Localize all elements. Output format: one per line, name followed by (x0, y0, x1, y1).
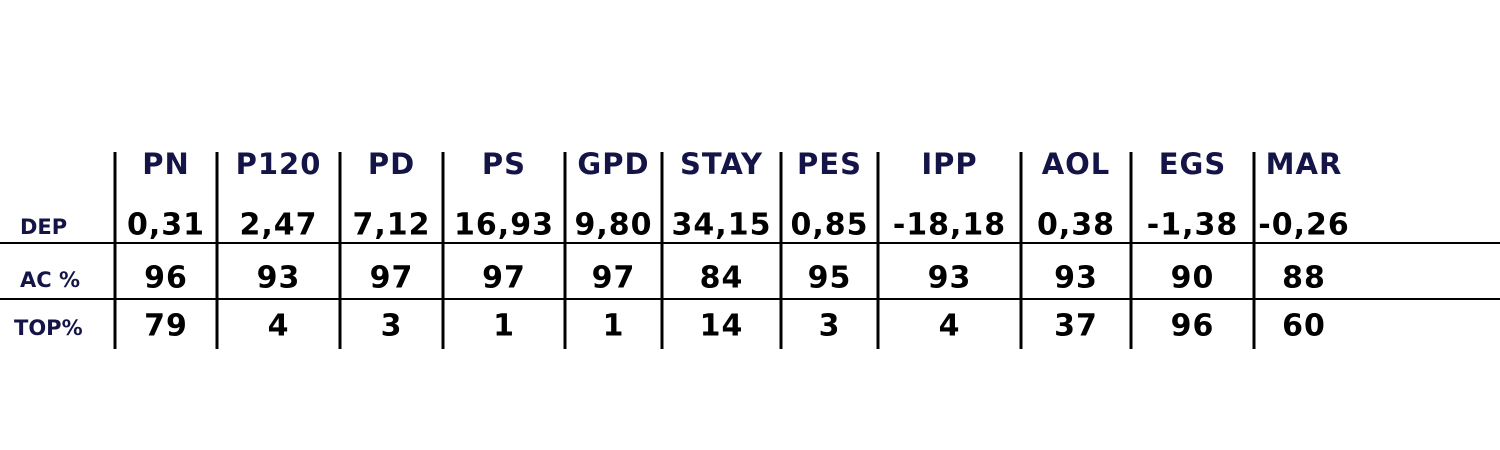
column-header: GPD (577, 147, 649, 181)
cell-value: 79 (144, 309, 188, 344)
column-header: PS (482, 147, 526, 181)
cell-value: 90 (1171, 261, 1215, 296)
cell-value: 84 (700, 261, 744, 296)
cell-value: 60 (1282, 309, 1326, 344)
cell-value: 93 (257, 261, 301, 296)
column-header: PD (368, 147, 415, 181)
cell-value: 97 (370, 261, 414, 296)
column-header: AOL (1042, 147, 1111, 181)
cell-value: 9,80 (574, 208, 652, 243)
cell-value: 97 (482, 261, 526, 296)
cell-value: 1 (603, 309, 625, 344)
cell-value: -18,18 (893, 208, 1006, 243)
cell-value: 3 (381, 309, 403, 344)
row-label: DEP (20, 215, 67, 239)
cell-value: 7,12 (352, 208, 430, 243)
cell-value: 96 (144, 261, 188, 296)
cell-value: 34,15 (672, 208, 772, 243)
column-header: IPP (921, 147, 977, 181)
column-header: PN (142, 147, 190, 181)
column-header: P120 (236, 147, 322, 181)
row-label: AC % (20, 268, 80, 292)
row-label: TOP% (14, 316, 83, 340)
cell-value: 3 (819, 309, 841, 344)
cell-value: 95 (808, 261, 852, 296)
column-header: PES (797, 147, 862, 181)
column-header: MAR (1266, 147, 1343, 181)
cell-value: 93 (928, 261, 972, 296)
column-header: STAY (680, 147, 763, 181)
cell-value: 97 (592, 261, 636, 296)
cell-value: 88 (1282, 261, 1326, 296)
cell-value: 14 (700, 309, 744, 344)
cell-value: 37 (1054, 309, 1098, 344)
cell-value: 96 (1171, 309, 1215, 344)
cell-value: 4 (268, 309, 290, 344)
cell-value: -0,26 (1258, 208, 1349, 243)
cell-value: 4 (939, 309, 961, 344)
cell-value: 0,85 (790, 208, 868, 243)
cell-value: 16,93 (454, 208, 554, 243)
cell-value: 2,47 (239, 208, 317, 243)
cell-value: 1 (493, 309, 515, 344)
cell-value: 0,38 (1037, 208, 1115, 243)
cell-value: -1,38 (1147, 208, 1238, 243)
cell-value: 0,31 (127, 208, 205, 243)
cell-value: 93 (1054, 261, 1098, 296)
column-header: EGS (1159, 147, 1227, 181)
